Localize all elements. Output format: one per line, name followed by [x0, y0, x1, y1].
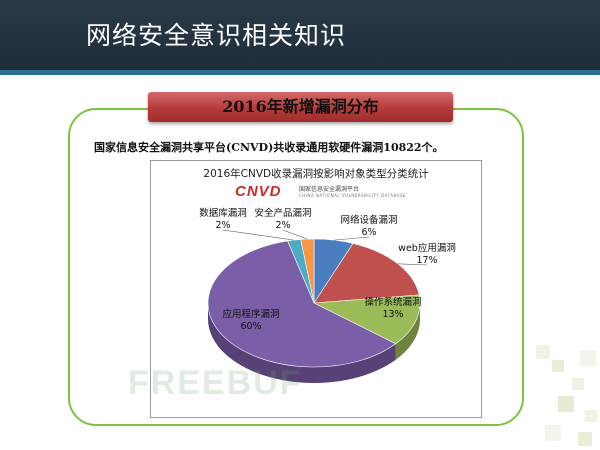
- slice-label-value: 2%: [215, 220, 230, 231]
- pie-side-应用程序漏洞: [208, 303, 396, 383]
- slice-label-value: 2%: [275, 220, 290, 231]
- slice-label-name: 操作系统漏洞: [364, 296, 421, 308]
- watermark-logo: FREEBUF: [128, 364, 303, 402]
- slice-label-value: 6%: [361, 227, 376, 238]
- slice-label-name: 安全产品漏洞: [254, 207, 311, 219]
- slice-label-name: 数据库漏洞: [199, 207, 247, 219]
- decor-square: [536, 345, 550, 359]
- chart-title: 2016年CNVD收录漏洞按影响对象类型分类统计: [203, 168, 429, 180]
- section-banner: 2016年新增漏洞分布: [148, 92, 453, 122]
- decor-square: [578, 432, 592, 446]
- slice-label-value: 13%: [382, 309, 403, 320]
- decor-square: [580, 350, 596, 366]
- decor-square: [558, 396, 574, 412]
- pie-slice-操作系统漏洞: [312, 294, 421, 345]
- decor-square: [572, 378, 584, 390]
- section-title: 2016年新增漏洞分布: [222, 97, 379, 116]
- decor-square: [552, 360, 564, 372]
- chart-container: 2016年CNVD收录漏洞按影响对象类型分类统计 CNVD 国家信息安全漏洞平台…: [150, 160, 482, 418]
- slice-label-value: 17%: [416, 255, 437, 266]
- cnvd-logo: CNVD: [235, 183, 282, 200]
- slice-label-value: 60%: [240, 321, 261, 332]
- leader-line-web应用漏洞: [397, 263, 428, 266]
- decor-square: [545, 425, 561, 441]
- slice-label-name: 应用程序漏洞: [222, 308, 279, 320]
- header-bar: [0, 0, 600, 70]
- pie-slice-web应用漏洞: [313, 243, 420, 304]
- leader-line-网络设备漏洞: [333, 236, 370, 241]
- slice-label-name: web应用漏洞: [398, 242, 456, 254]
- decor-square: [585, 410, 597, 422]
- page-title: 网络安全意识相关知识: [86, 21, 347, 50]
- leader-line-数据库漏洞: [222, 229, 295, 241]
- pie-slice-应用程序漏洞: [207, 240, 397, 368]
- slice-label-name: 网络设备漏洞: [340, 214, 397, 226]
- cnvd-logo-subcaption: CHINA NATIONAL VULNERABILITY DATABASE: [299, 193, 407, 198]
- intro-text: 国家信息安全漏洞共享平台(CNVD)共收录通用软硬件漏洞10822个。: [94, 141, 444, 154]
- pie-side-操作系统漏洞: [395, 303, 420, 360]
- header-accent-stripe: [0, 70, 600, 75]
- leader-line-安全产品漏洞: [282, 229, 308, 240]
- cnvd-logo-caption: 国家信息安全漏洞平台: [299, 186, 360, 193]
